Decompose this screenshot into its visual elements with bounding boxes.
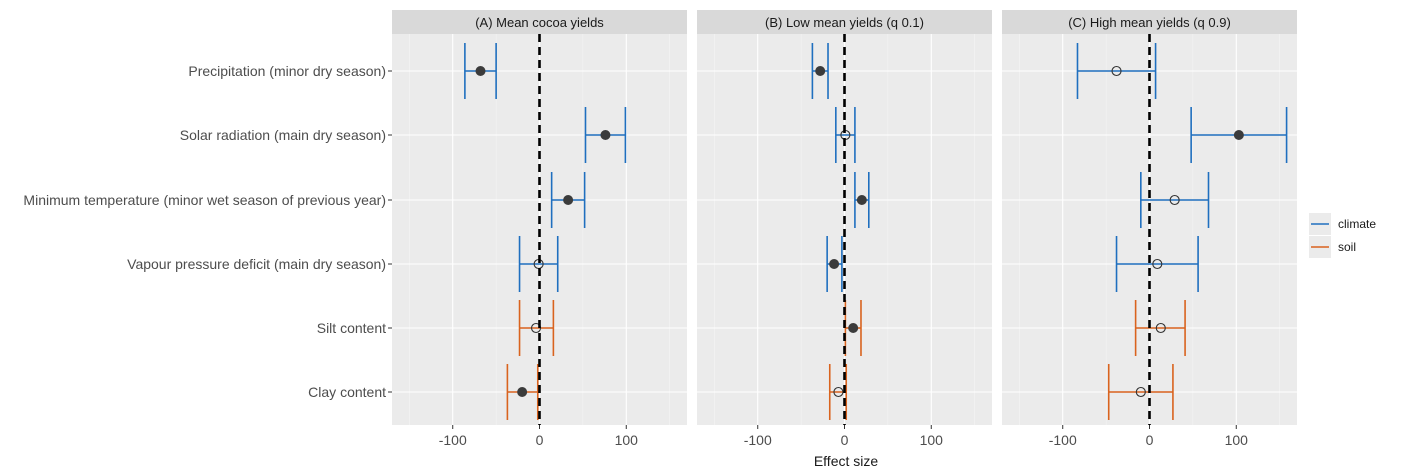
y-category-label: Minimum temperature (minor wet season of… [23,192,386,208]
panel-strip [392,10,687,34]
point-estimate [517,387,528,397]
errorbar [1134,300,1186,356]
x-tick-label: -100 [1049,432,1077,448]
panel-title: (C) High mean yields (q 0.9) [1068,15,1231,30]
legend-label-soil: soil [1338,240,1356,254]
point-estimate [856,195,867,205]
x-axis-title: Effect size [814,453,879,469]
point-estimate [833,386,844,398]
errorbar [1107,364,1174,420]
point-estimate [848,323,859,333]
point-estimate [829,259,840,269]
point-estimate [563,195,574,205]
y-axis-labels: Precipitation (minor dry season) Solar ra… [23,63,392,400]
panel-0: (A) Mean cocoa yields -100 0 100 [392,10,687,448]
point-estimate [1111,65,1122,77]
point-estimate [1135,386,1146,398]
errorbar [518,236,559,292]
panel-title: (B) Low mean yields (q 0.1) [765,15,924,30]
point-estimate [1169,194,1180,206]
point-estimate [1233,130,1244,140]
x-tick-label: -100 [744,432,772,448]
x-tick-label: 0 [1146,432,1154,448]
panel-title: (A) Mean cocoa yields [475,15,604,30]
x-tick-label: 0 [536,432,544,448]
panel-strip [1002,10,1297,34]
errorbar [1076,43,1157,99]
x-tick-label: 0 [841,432,849,448]
x-tick-label: 100 [920,432,944,448]
legend: climate soil [1309,213,1376,258]
x-tick-label: -100 [439,432,467,448]
panels-layer: (A) Mean cocoa yields-100 0 100(B) Low mea… [392,10,1297,448]
point-estimate [600,130,611,140]
panel-2: (C) High mean yields (q 0.9) -100 0 100 [1002,10,1297,448]
point-estimate [475,66,486,76]
errorbar [518,300,555,356]
y-category-label: Clay content [308,384,386,400]
panel-1: (B) Low mean yields (q 0.1) -100 0 100 [697,10,992,448]
point-estimate [815,66,826,76]
errorbar [1115,236,1199,292]
point-estimate [1152,258,1163,270]
x-tick-label: 100 [615,432,639,448]
errorbar [835,107,856,163]
errorbar [1140,172,1210,228]
y-category-label: Silt content [317,320,386,336]
y-category-label: Vapour pressure deficit (main dry season… [127,256,386,272]
panel-strip [697,10,992,34]
y-category-label: Precipitation (minor dry season) [188,63,386,79]
point-estimate [1155,322,1166,334]
legend-label-climate: climate [1338,217,1376,231]
x-tick-label: 100 [1225,432,1249,448]
y-category-label: Solar radiation (main dry season) [180,127,386,143]
